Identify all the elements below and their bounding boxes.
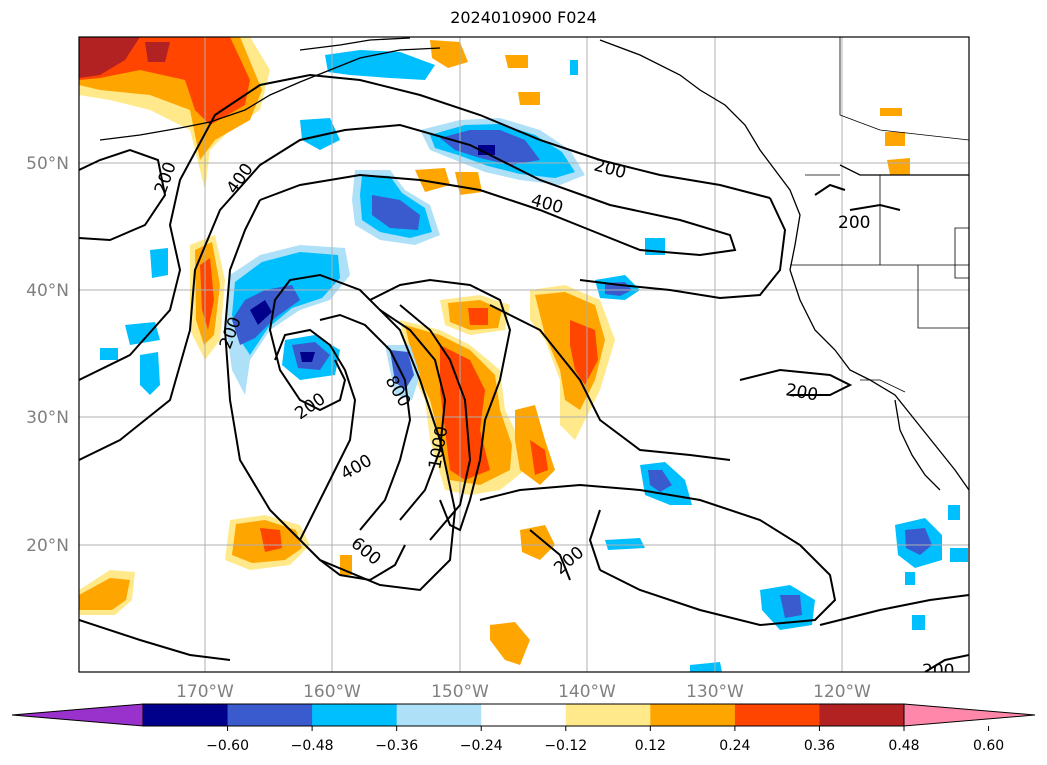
lat-tick-label: 30°N bbox=[26, 408, 69, 428]
colorbar-segment bbox=[227, 704, 313, 726]
lon-tick-label: 140°W bbox=[558, 682, 616, 702]
contour-lines bbox=[79, 73, 969, 672]
map-title: 2024010900 F024 bbox=[450, 8, 597, 27]
colorbar-tick-label: 0.36 bbox=[804, 738, 835, 754]
longitude-labels: 170°W 160°W 150°W 140°W 130°W 120°W bbox=[176, 682, 871, 702]
lon-tick-label: 170°W bbox=[176, 682, 234, 702]
colorbar-tick-label: −0.12 bbox=[544, 738, 587, 754]
colorbar-segment bbox=[819, 704, 905, 726]
colorbar-segments bbox=[143, 704, 905, 726]
colorbar-segment bbox=[312, 704, 398, 726]
cool-shading bbox=[100, 50, 968, 672]
coastlines bbox=[99, 37, 969, 491]
colorbar-tick-label: −0.24 bbox=[460, 738, 503, 754]
borders bbox=[790, 37, 969, 393]
colorbar-extend-high bbox=[903, 703, 1036, 727]
colorbar-extend-low bbox=[11, 703, 144, 727]
colorbar-tick-label: 0.48 bbox=[888, 738, 919, 754]
colorbar: −0.60 −0.48 −0.36 −0.24 −0.12 0.12 0.24 0.36 0.4… bbox=[11, 703, 1036, 754]
colorbar-segment bbox=[565, 704, 651, 726]
colorbar-segment bbox=[734, 704, 820, 726]
colorbar-tick-label: −0.36 bbox=[375, 738, 418, 754]
warm-shading bbox=[79, 37, 910, 665]
map-area: 200 400 600 800 1000 200 400 200 200 200… bbox=[79, 37, 969, 681]
lat-tick-label: 20°N bbox=[26, 536, 69, 556]
colorbar-segment bbox=[143, 704, 229, 726]
colorbar-tick-label: 0.24 bbox=[719, 738, 750, 754]
lon-tick-label: 160°W bbox=[303, 682, 361, 702]
colorbar-tick-label: 0.60 bbox=[973, 738, 1004, 754]
lat-tick-label: 50°N bbox=[26, 154, 69, 174]
colorbar-segment bbox=[650, 704, 736, 726]
lon-tick-label: 120°W bbox=[813, 682, 871, 702]
colorbar-segment bbox=[396, 704, 482, 726]
lat-tick-label: 40°N bbox=[26, 281, 69, 301]
colorbar-segment bbox=[481, 704, 567, 726]
contour-label: 200 bbox=[922, 661, 954, 681]
colorbar-tick-label: −0.48 bbox=[291, 738, 334, 754]
map-frame bbox=[78, 36, 970, 673]
colorbar-ticks: −0.60 −0.48 −0.36 −0.24 −0.12 0.12 0.24 0.36 0.4… bbox=[206, 726, 1004, 754]
contour-label: 200 bbox=[838, 213, 870, 233]
lon-tick-label: 150°W bbox=[431, 682, 489, 702]
colorbar-frame bbox=[142, 703, 905, 727]
colorbar-tick-label: 0.12 bbox=[635, 738, 666, 754]
latitude-labels: 50°N 40°N 30°N 20°N bbox=[26, 154, 69, 556]
lon-tick-label: 130°W bbox=[686, 682, 744, 702]
colorbar-tick-label: −0.60 bbox=[206, 738, 249, 754]
